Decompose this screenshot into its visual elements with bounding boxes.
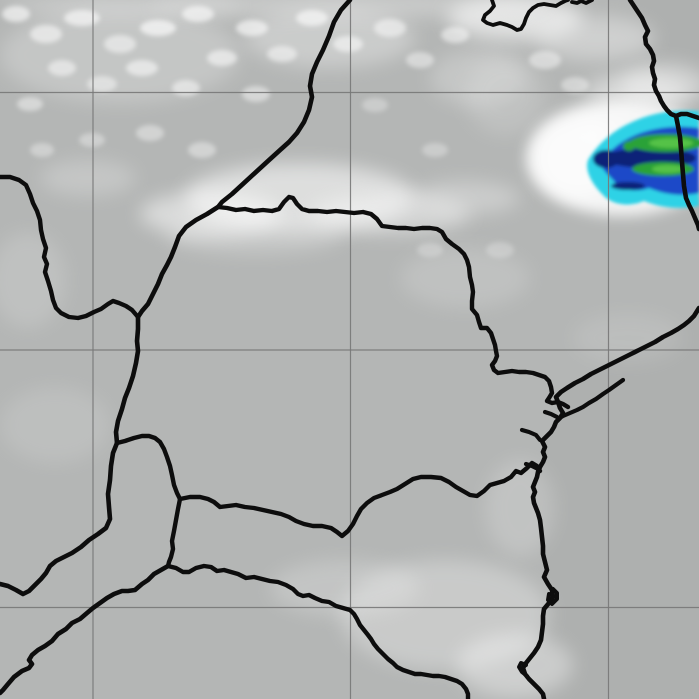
cloud-puff: [242, 86, 270, 102]
coastline-islands: [555, 377, 626, 422]
bay-spur-paranagua: [519, 427, 543, 443]
cloud-puff: [79, 133, 105, 147]
bay-spur-guaratuba: [542, 409, 560, 420]
iguazu-river-misiones-north: [114, 433, 183, 502]
cloud-puff: [236, 20, 268, 36]
cloud-mass: [0, 387, 110, 463]
cloud-puff: [2, 6, 30, 22]
cloud-puff: [417, 243, 443, 257]
cloud-mass: [535, 16, 655, 60]
cloud-puff: [207, 50, 237, 66]
cloud-puff: [126, 60, 158, 76]
cloud-puff: [529, 51, 561, 69]
misiones-east-border: [165, 496, 183, 569]
cloud-mass: [0, 0, 240, 15]
parana-river-mid: [135, 204, 221, 320]
precip-navy-south-streak: [611, 182, 645, 190]
coastline-right-edge: [673, 113, 699, 232]
cloud-puff: [362, 98, 388, 112]
coastline-diagonal: [553, 305, 699, 405]
cloud-puff: [188, 142, 216, 158]
cloud-puff: [104, 35, 136, 53]
cloud-puff: [406, 52, 434, 68]
cloud-puff: [17, 97, 43, 111]
cloud-mass: [410, 181, 520, 215]
parana-santa-catarina-border: [177, 460, 543, 539]
cloud-puff: [561, 77, 589, 93]
cloud-puff: [30, 25, 62, 43]
top-river: [481, 0, 570, 32]
precip-green-band-upper-core: [649, 138, 693, 148]
cloud-puff: [48, 60, 76, 76]
florianopolis-island-hook: [546, 587, 559, 606]
parana-river-upper: [215, 0, 353, 210]
cloud-puff: [30, 143, 54, 157]
cloud-puff: [87, 76, 117, 92]
cloud-puff: [422, 143, 448, 157]
cloud-mass: [165, 217, 345, 253]
cloud-puff: [486, 242, 514, 258]
uruguay-river-argentina-border: [0, 563, 171, 696]
laguna-hook: [517, 661, 529, 678]
cloud-puff: [296, 10, 328, 26]
cloud-mass: [465, 55, 545, 135]
ms-river-west: [0, 174, 141, 321]
cloud-mass: [40, 160, 136, 196]
cloud-puff: [333, 36, 363, 52]
cloud-mass: [620, 63, 699, 107]
cloud-mass: [457, 633, 573, 697]
cloud-puff: [136, 125, 164, 141]
cloud-puff: [172, 80, 200, 96]
bay-spur-babitonga: [523, 461, 541, 472]
precip-green-band-lower-core: [652, 165, 684, 173]
cloud-puff: [64, 10, 100, 26]
precip-green-dot-left: [623, 141, 635, 151]
parana-river-foz: [113, 314, 141, 446]
santa-catarina-rio-grande-border: [165, 563, 471, 699]
cloud-mass: [270, 560, 420, 616]
cloud-puff: [182, 6, 214, 22]
ocean-area: [523, 0, 699, 699]
cloud-puff: [441, 27, 469, 43]
sao-paulo-parana-border: [215, 194, 571, 410]
cloud-puff: [140, 20, 176, 36]
top-river-2: [570, 0, 594, 5]
cloud-puff: [374, 19, 406, 37]
parana-river-paraguay-argentina: [0, 440, 120, 597]
cloud-mass: [0, 232, 66, 328]
cloud-mass: [485, 460, 555, 556]
coastline-south: [520, 399, 566, 699]
precip-navy-left-tail: [593, 150, 619, 168]
cloud-mass: [400, 248, 530, 308]
cloud-puff: [267, 46, 297, 62]
